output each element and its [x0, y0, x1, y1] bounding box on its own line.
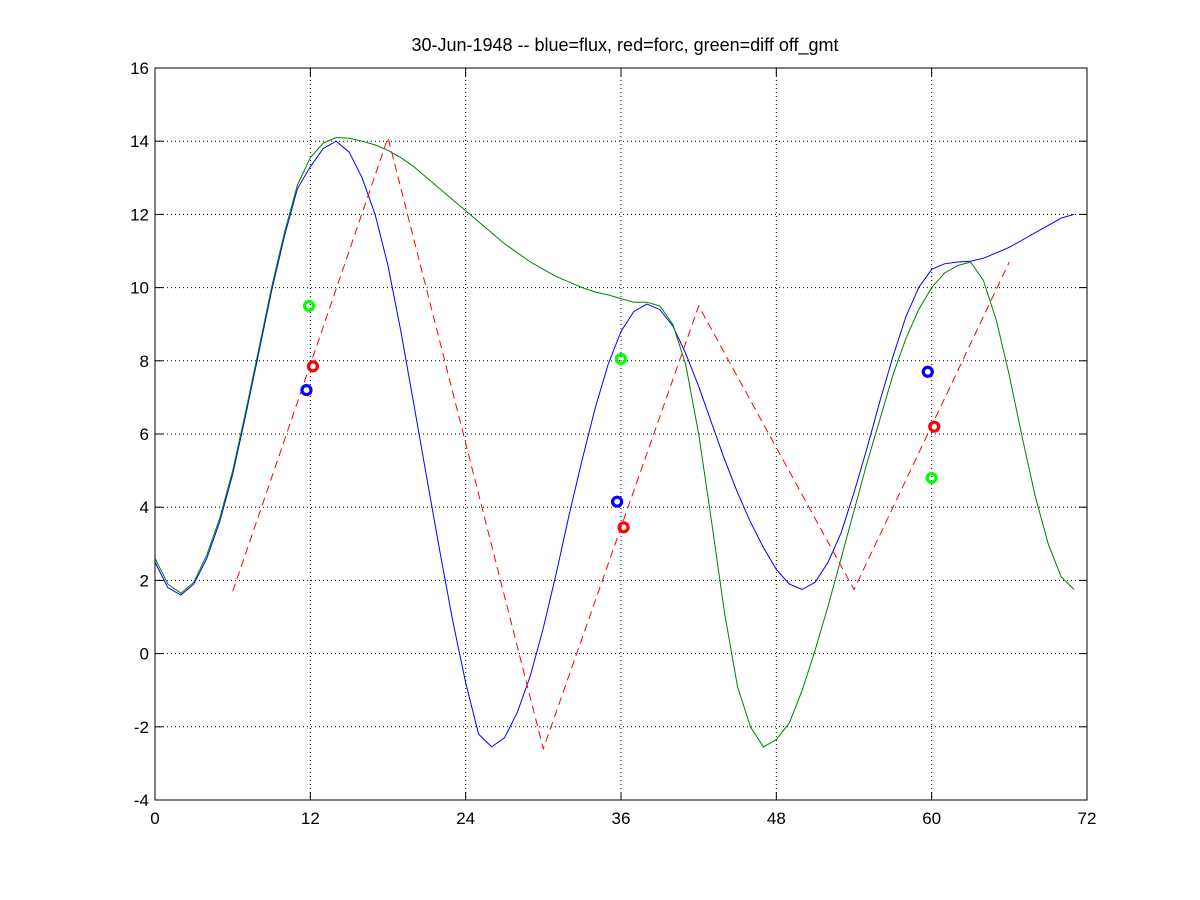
- x-tick-label: 24: [456, 809, 475, 828]
- y-tick-label: 2: [140, 571, 149, 590]
- red-marker: [617, 521, 630, 534]
- bright_green-marker: [302, 299, 316, 312]
- y-tick-label: -2: [134, 718, 149, 737]
- bright_green-marker: [614, 352, 628, 366]
- x-tick-label: 48: [767, 809, 786, 828]
- blue-marker: [611, 495, 624, 508]
- y-tick-label: 8: [140, 352, 149, 371]
- y-tick-label: 14: [130, 132, 149, 151]
- y-tick-label: 0: [140, 645, 149, 664]
- y-tick-label: 16: [130, 59, 149, 78]
- y-tick-label: 4: [140, 498, 149, 517]
- blue-marker: [921, 365, 934, 378]
- red-series-line: [232, 135, 1010, 751]
- x-tick-label: 12: [301, 809, 320, 828]
- x-tick-label: 72: [1078, 809, 1097, 828]
- x-tick-label: 36: [612, 809, 631, 828]
- red-marker: [306, 360, 320, 373]
- y-tick-label: 12: [130, 205, 149, 224]
- green-series-line: [154, 136, 1075, 748]
- chart-title: 30-Jun-1948 -- blue=flux, red=forc, gree…: [411, 35, 838, 56]
- blue-marker: [300, 383, 313, 397]
- series-lines: [154, 135, 1075, 751]
- bright_green-marker: [925, 471, 938, 485]
- x-tick-label: 60: [922, 809, 941, 828]
- red-marker: [928, 420, 941, 433]
- y-tick-label: 10: [130, 279, 149, 298]
- y-tick-label: -4: [134, 791, 149, 810]
- y-tick-label: 6: [140, 425, 149, 444]
- x-tick-label: 0: [150, 809, 159, 828]
- markers: [300, 299, 941, 534]
- blue-series-line: [154, 140, 1075, 748]
